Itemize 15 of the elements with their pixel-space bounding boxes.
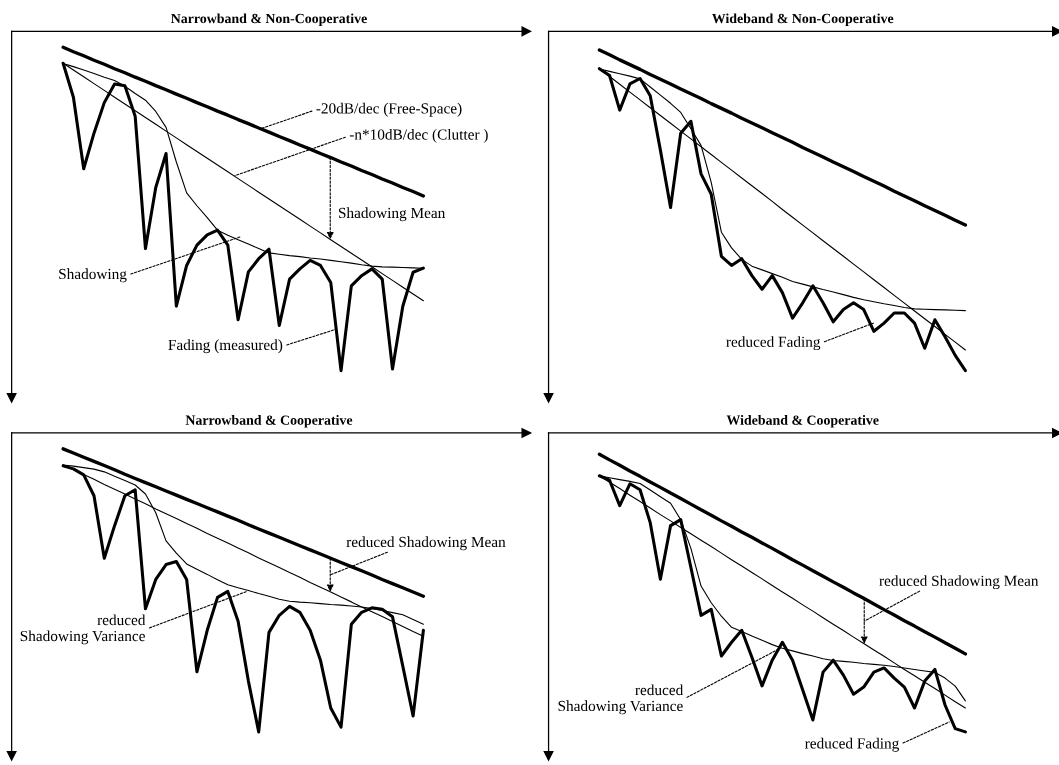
- annotation: reduced Fading: [726, 336, 821, 351]
- chart-title: Narrowband & Non-Cooperative: [171, 13, 367, 26]
- annotation: reduced Shadowing Mean: [879, 575, 1039, 590]
- text: reduced Fading: [805, 737, 900, 752]
- annotation: Fading (measured): [168, 339, 283, 354]
- annotation: Shadowing Mean: [338, 207, 446, 222]
- chart-title: Wideband & Cooperative: [726, 415, 879, 428]
- annotation: reduced Shadowing Variance: [20, 614, 146, 645]
- annotation: reduced Shadowing Variance: [558, 684, 684, 715]
- annotation: reduced Shadowing Mean: [346, 536, 506, 551]
- annotation: -n*10dB/dec (Clutter ): [349, 128, 488, 143]
- annotation: -20dB/dec (Free-Space): [316, 102, 462, 117]
- chart-title: Wideband & Non-Cooperative: [711, 13, 894, 26]
- chart-title: Narrowband & Cooperative: [185, 415, 353, 428]
- annotation: Shadowing: [59, 268, 127, 283]
